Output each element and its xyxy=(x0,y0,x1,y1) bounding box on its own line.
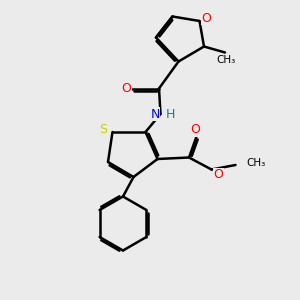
Text: CH₃: CH₃ xyxy=(216,55,235,65)
Text: N: N xyxy=(150,107,160,121)
Text: O: O xyxy=(190,123,200,136)
Text: S: S xyxy=(100,123,107,136)
Text: H: H xyxy=(165,107,175,121)
Text: O: O xyxy=(121,82,131,95)
Text: CH₃: CH₃ xyxy=(246,158,265,169)
Text: O: O xyxy=(213,168,223,182)
Text: O: O xyxy=(201,11,211,25)
